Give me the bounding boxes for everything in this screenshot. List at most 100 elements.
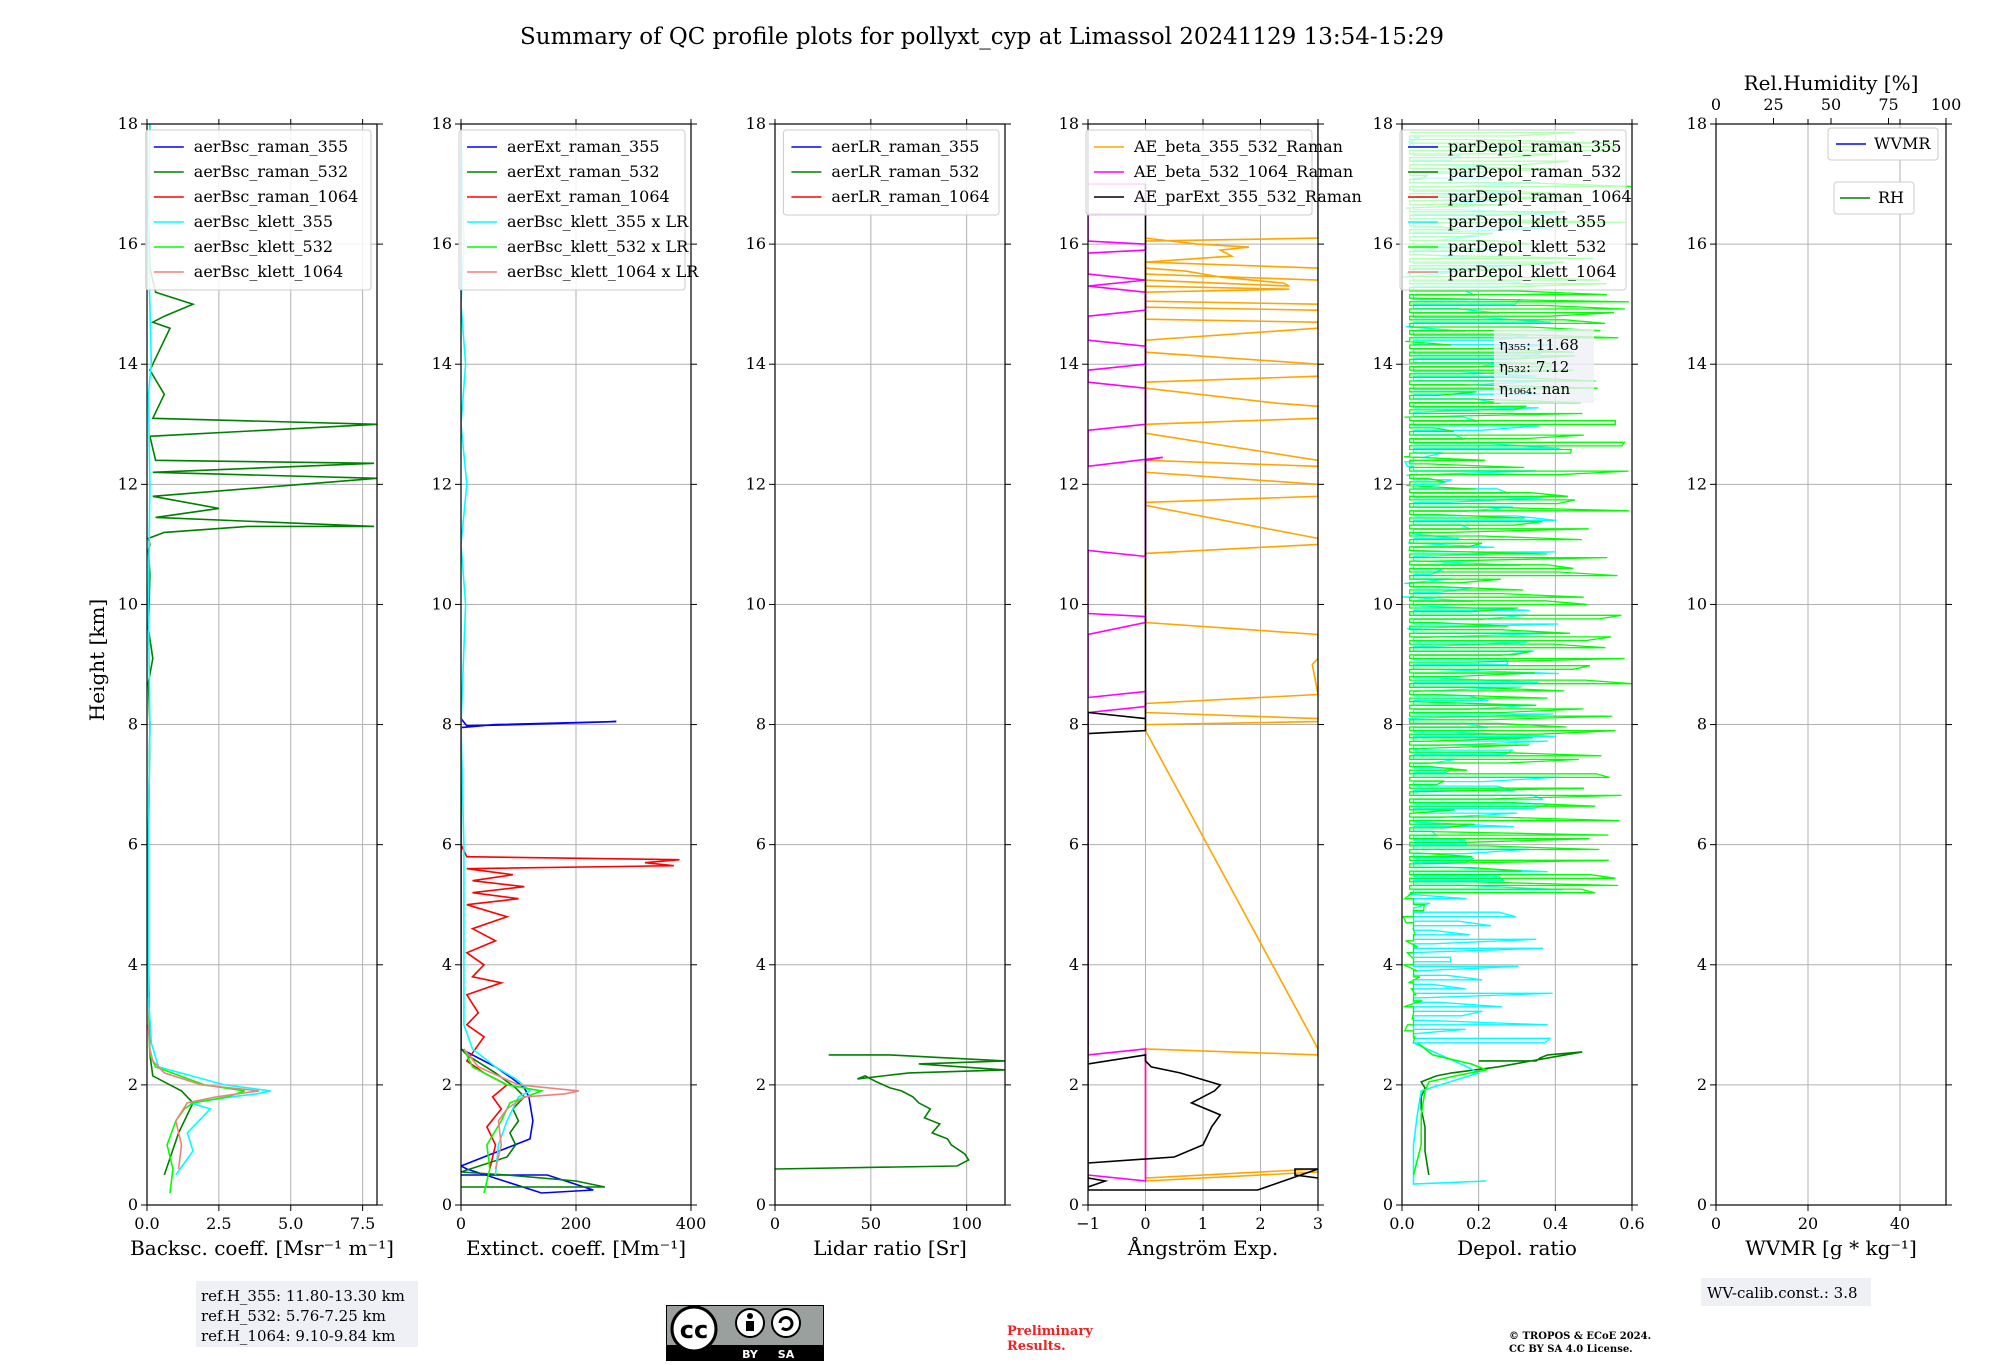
legend: aerBsc_raman_355 aerBsc_raman_532 aerBsc_r…: [145, 129, 372, 291]
legend-label: aerExt_raman_532: [507, 162, 660, 181]
legend-box: [458, 129, 686, 291]
y-tick-label: 18: [746, 114, 766, 133]
legend-label: parDepol_klett_1064: [1448, 262, 1617, 281]
panel-6: 0 20 40 0 2 4 6 8 10 12 14 16 18 WVMR [g * kg⁻¹] 0 25 50…: [1687, 71, 1962, 1306]
x-axis-label: Depol. ratio: [1457, 1236, 1577, 1260]
series-group: [461, 124, 680, 1194]
y-tick-label: 10: [432, 594, 452, 613]
y-tick-label: 0: [756, 1195, 766, 1214]
y-tick-label: 10: [1687, 594, 1707, 613]
y-tick-label: 2: [1383, 1075, 1393, 1094]
series-line-aerBsc_klett_355: [147, 124, 271, 1176]
annotation-line: η₁₀₆₄: nan: [1499, 380, 1570, 398]
y-tick-label: 18: [1059, 114, 1079, 133]
series-line-AE_beta_355_532_Raman: [1144, 124, 1318, 1182]
series-line-parDepol_klett_355: [1412, 1042, 1487, 1185]
y-tick-label: 16: [432, 234, 452, 253]
y-tick-label: 12: [118, 474, 138, 493]
annotation-line: ref.H_355: 11.80-13.30 km: [201, 1287, 405, 1305]
annotation-line: WV-calib.const.: 3.8: [1707, 1284, 1858, 1302]
legend-label: parDepol_raman_1064: [1448, 187, 1632, 206]
legend-box: [1833, 181, 1915, 215]
series-line-parDepol_klett_532-low: [1402, 892, 1426, 1044]
legend: AE_beta_355_532_Raman AE_beta_532_1064_Ra…: [1085, 129, 1362, 216]
y-tick-label: 6: [442, 835, 452, 854]
copyright-line-1: © TROPOS & ECoE 2024.: [1509, 1331, 1652, 1342]
annotation-line: η₃₅₅: 11.68: [1499, 336, 1579, 354]
y-tick-label: 12: [432, 474, 452, 493]
secondary-x-tick-label: 100: [1931, 95, 1962, 114]
series-group: [775, 1054, 1005, 1170]
y-tick-label: 10: [1059, 594, 1079, 613]
legend-label: aerBsc_klett_1064: [194, 262, 343, 281]
y-tick-label: 14: [1059, 354, 1079, 373]
annotation-line: ref.H_532: 5.76-7.25 km: [201, 1307, 386, 1325]
y-tick-label: 4: [1383, 955, 1393, 974]
y-tick-label: 10: [746, 594, 766, 613]
legend-label: aerBsc_klett_532: [194, 237, 333, 256]
legend-label: RH: [1878, 188, 1904, 207]
y-tick-label: 0: [1383, 1195, 1393, 1214]
y-tick-label: 10: [1373, 594, 1393, 613]
panel-frame: [1715, 123, 1947, 1206]
y-tick-label: 0: [128, 1195, 138, 1214]
y-tick-label: 6: [1069, 835, 1079, 854]
legend: aerLR_raman_355 aerLR_raman_532 aerLR_rama…: [782, 129, 1000, 216]
x-tick-label: 50: [861, 1214, 881, 1233]
y-tick-label: 16: [1059, 234, 1079, 253]
y-tick-label: 0: [442, 1195, 452, 1214]
x-tick-label: 40: [1890, 1214, 1910, 1233]
legend-label: aerBsc_klett_355: [194, 212, 333, 231]
legend-label: aerExt_raman_355: [507, 137, 660, 156]
legend-label: WVMR: [1874, 134, 1931, 153]
y-tick-label: 4: [128, 955, 138, 974]
y-tick-label: 8: [442, 715, 452, 734]
y-tick-label: 14: [1687, 354, 1707, 373]
legend-label: aerBsc_raman_532: [194, 162, 348, 181]
legend-label: AE_beta_532_1064_Raman: [1133, 162, 1353, 181]
x-tick-label: 0: [1711, 1214, 1721, 1233]
y-tick-label: 2: [1697, 1075, 1707, 1094]
series-line-aerBsc_klett_1064 x LR: [463, 1048, 580, 1170]
legend-label: aerBsc_raman_1064: [194, 187, 359, 206]
legend: WVMR RH: [1827, 127, 1939, 215]
legend-label: AE_parExt_355_532_Raman: [1133, 187, 1362, 206]
legend-label: parDepol_klett_532: [1448, 237, 1606, 256]
cc-by-sa-badge: cc BY SA: [665, 1304, 825, 1365]
secondary-x-tick-label: 50: [1821, 95, 1841, 114]
y-tick-label: 8: [756, 715, 766, 734]
x-axis-label: Extinct. coeff. [Mm⁻¹]: [466, 1236, 686, 1260]
cc-logo-text: cc: [680, 1316, 708, 1344]
y-tick-label: 16: [1687, 234, 1707, 253]
x-tick-label: 100: [951, 1214, 982, 1233]
badge-sa: SA: [778, 1348, 795, 1361]
y-tick-label: 6: [756, 835, 766, 854]
y-tick-label: 2: [1069, 1075, 1079, 1094]
legend-box: [1827, 127, 1939, 161]
y-tick-label: 0: [1069, 1195, 1079, 1214]
legend-label: aerLR_raman_355: [831, 137, 979, 156]
y-tick-label: 8: [128, 715, 138, 734]
x-tick-label: 5.0: [278, 1214, 303, 1233]
x-tick-label: 0.0: [134, 1214, 159, 1233]
legend-box: [145, 129, 372, 291]
legend-label: aerBsc_klett_355 x LR: [507, 212, 689, 231]
panel-5: 0.0 0.2 0.4 0.6 0 2 4 6 8 10 12 14 16 18 Depol. ratio p…: [1373, 114, 1645, 1260]
panel-2: 0 200 400 0 2 4 6 8 10 12 14 16 18 Extinct. coeff. [M…: [432, 114, 707, 1260]
x-tick-label: −1: [1076, 1214, 1100, 1233]
legend: parDepol_raman_355 parDepol_raman_532 parD…: [1399, 129, 1632, 291]
secondary-x-axis-label: Rel.Humidity [%]: [1744, 71, 1919, 95]
legend-label: aerLR_raman_1064: [831, 187, 989, 206]
legend-label: aerExt_raman_1064: [507, 187, 670, 206]
y-tick-label: 4: [442, 955, 452, 974]
series-group: [1088, 124, 1318, 1191]
x-tick-label: 3: [1313, 1214, 1323, 1233]
y-tick-label: 6: [128, 835, 138, 854]
annotation-line: ref.H_1064: 9.10-9.84 km: [201, 1327, 395, 1345]
series-line-AE_parExt_355_532_Raman: [1088, 184, 1318, 1191]
y-tick-label: 14: [746, 354, 766, 373]
legend-label: parDepol_klett_355: [1448, 212, 1606, 231]
y-tick-label: 8: [1697, 715, 1707, 734]
y-tick-label: 18: [1687, 114, 1707, 133]
